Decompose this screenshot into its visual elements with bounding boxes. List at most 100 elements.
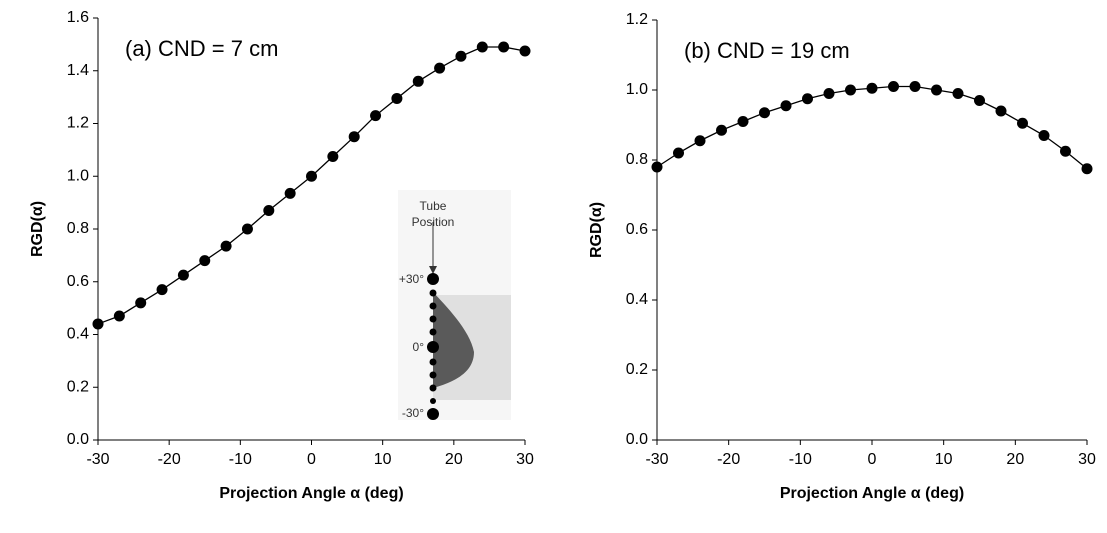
point xyxy=(1038,130,1050,141)
chart-title: (b) CND = 19 cm xyxy=(684,38,850,63)
point xyxy=(284,187,296,199)
y-tick-label: 0.6 xyxy=(67,273,89,290)
point xyxy=(306,170,317,182)
inset-text: Tube xyxy=(420,199,447,213)
inset-text: +30° xyxy=(399,272,424,286)
x-tick-label: -20 xyxy=(717,451,740,468)
point xyxy=(113,310,125,322)
x-axis-title: Projection Angle α (deg) xyxy=(219,485,403,502)
point xyxy=(780,100,792,112)
y-tick-label: 1.2 xyxy=(626,11,648,28)
point xyxy=(391,92,403,104)
inset-dot xyxy=(429,289,437,297)
point xyxy=(888,81,899,92)
point xyxy=(716,124,727,136)
inset-dot xyxy=(427,273,439,285)
y-axis-title: RGD(α) xyxy=(588,202,605,258)
y-tick-label: 1.0 xyxy=(67,167,89,184)
point xyxy=(434,62,446,74)
point xyxy=(845,84,856,96)
y-tick-label: 0.4 xyxy=(626,291,648,308)
y-tick-label: 0.0 xyxy=(626,431,648,448)
x-tick-label: 30 xyxy=(1078,451,1096,468)
point xyxy=(519,45,531,57)
point xyxy=(866,82,878,94)
x-axis-title: Projection Angle α (deg) xyxy=(780,485,964,502)
point xyxy=(673,147,684,159)
point xyxy=(1060,145,1071,157)
inset-dot xyxy=(429,315,437,323)
point xyxy=(412,75,424,87)
point xyxy=(737,116,749,127)
point xyxy=(974,95,985,106)
point xyxy=(694,135,706,147)
inset-text: 0° xyxy=(413,340,425,354)
point xyxy=(199,255,211,267)
y-tick-label: 0.8 xyxy=(67,220,89,237)
point xyxy=(476,41,488,53)
x-tick-label: 10 xyxy=(374,451,392,468)
point xyxy=(995,105,1007,117)
inset-text: -30° xyxy=(402,406,424,420)
inset-dot xyxy=(429,302,437,310)
point xyxy=(156,284,168,296)
x-tick-label: 30 xyxy=(516,451,534,468)
inset-arrowhead xyxy=(429,266,437,274)
x-tick-label: 10 xyxy=(935,451,953,468)
x-tick-label: -20 xyxy=(158,451,181,468)
point xyxy=(327,150,339,162)
point xyxy=(135,297,147,309)
y-tick-label: 0.8 xyxy=(626,151,648,168)
x-tick-label: 0 xyxy=(868,451,877,468)
x-tick-label: 20 xyxy=(1006,451,1024,468)
point xyxy=(1017,117,1028,129)
inset: Tube Position +30° 0° -30° xyxy=(398,190,511,420)
point xyxy=(498,41,510,53)
chart-title: (a) CND = 7 cm xyxy=(125,36,278,61)
point xyxy=(952,88,964,99)
inset-dot xyxy=(429,371,437,379)
inset-dot xyxy=(429,328,437,336)
point xyxy=(823,88,835,99)
inset-dot xyxy=(427,341,439,353)
y-tick-label: 0.4 xyxy=(67,326,89,343)
point xyxy=(241,223,253,235)
inset-profile xyxy=(433,292,474,388)
y-tick-label: 0.6 xyxy=(626,221,648,238)
y-tick-label: 0.2 xyxy=(67,378,89,395)
point xyxy=(651,161,663,173)
inset-dot xyxy=(429,384,437,392)
y-tick-label: 0.0 xyxy=(67,431,89,448)
y-tick-label: 0.2 xyxy=(626,361,648,378)
x-tick-label: -10 xyxy=(789,451,812,468)
panel: 0.0 0.2 0.4 0.6 0.8 1.0 1.2 1.4 1.6 -30 -20 -10 0 10 2… xyxy=(29,9,534,502)
y-tick-label: 1.0 xyxy=(626,81,648,98)
x-tick-label: -30 xyxy=(645,451,668,468)
y-tick-label: 1.2 xyxy=(67,115,89,132)
y-tick-label: 1.4 xyxy=(67,62,89,79)
point xyxy=(1081,163,1093,175)
y-axis-title: RGD(α) xyxy=(29,201,46,257)
inset-dot xyxy=(429,358,437,366)
point xyxy=(931,84,942,96)
x-tick-label: 20 xyxy=(445,451,463,468)
point xyxy=(759,107,770,119)
x-tick-label: -30 xyxy=(86,451,109,468)
x-tick-label: 0 xyxy=(307,451,316,468)
inset-text: Position xyxy=(412,215,455,229)
inset-dot xyxy=(427,408,439,420)
point xyxy=(802,93,813,105)
x-tick-label: -10 xyxy=(229,451,252,468)
point xyxy=(92,318,104,330)
inset-dot xyxy=(430,398,436,404)
point xyxy=(220,240,232,252)
point xyxy=(263,205,275,217)
point xyxy=(455,50,467,62)
y-tick-label: 1.6 xyxy=(67,9,89,26)
point xyxy=(177,269,189,281)
point xyxy=(909,81,921,92)
point xyxy=(348,131,360,143)
panel: 0.0 0.2 0.4 0.6 0.8 1.0 1.2 -30 -20 -10 0 10 20 30 (b)… xyxy=(588,11,1096,502)
point xyxy=(370,110,382,122)
